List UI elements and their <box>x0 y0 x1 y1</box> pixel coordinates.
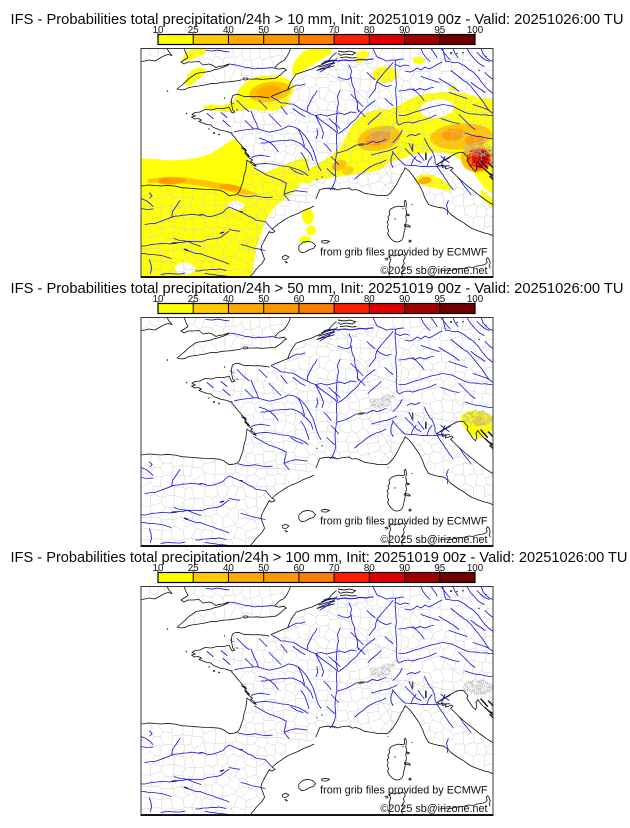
svg-text:100: 100 <box>467 25 484 36</box>
svg-text:from grib files provided by EC: from grib files provided by ECMWF <box>320 247 488 259</box>
svg-text:IFS - Probabilities total prec: IFS - Probabilities total precipitation/… <box>11 12 624 28</box>
svg-text:©2025 sb@irizone.net: ©2025 sb@irizone.net <box>380 265 487 277</box>
svg-text:95: 95 <box>434 563 445 574</box>
svg-text:10: 10 <box>153 25 164 36</box>
svg-text:90: 90 <box>399 25 410 36</box>
svg-text:IFS - Probabilities total prec: IFS - Probabilities total precipitation/… <box>11 550 628 566</box>
svg-text:70: 70 <box>329 294 340 305</box>
svg-text:95: 95 <box>434 294 445 305</box>
svg-text:10: 10 <box>153 563 164 574</box>
svg-text:from grib files provided by EC: from grib files provided by ECMWF <box>320 516 488 528</box>
svg-text:40: 40 <box>223 25 234 36</box>
svg-text:from grib files provided by EC: from grib files provided by ECMWF <box>320 785 488 797</box>
svg-text:60: 60 <box>293 25 304 36</box>
svg-text:40: 40 <box>223 563 234 574</box>
svg-text:60: 60 <box>293 563 304 574</box>
svg-text:10: 10 <box>153 294 164 305</box>
svg-text:80: 80 <box>364 25 375 36</box>
svg-text:40: 40 <box>223 294 234 305</box>
svg-text:95: 95 <box>434 25 445 36</box>
svg-text:100: 100 <box>467 294 484 305</box>
svg-text:©2025 sb@irizone.net: ©2025 sb@irizone.net <box>380 534 487 546</box>
svg-text:50: 50 <box>258 25 269 36</box>
svg-text:25: 25 <box>188 25 199 36</box>
svg-text:90: 90 <box>399 294 410 305</box>
svg-text:60: 60 <box>293 294 304 305</box>
svg-text:©2025 sb@irizone.net: ©2025 sb@irizone.net <box>380 803 487 815</box>
svg-text:100: 100 <box>467 563 484 574</box>
svg-text:70: 70 <box>329 25 340 36</box>
svg-text:50: 50 <box>258 294 269 305</box>
svg-text:25: 25 <box>188 294 199 305</box>
svg-text:90: 90 <box>399 563 410 574</box>
svg-text:80: 80 <box>364 563 375 574</box>
svg-text:70: 70 <box>329 563 340 574</box>
svg-text:IFS - Probabilities total prec: IFS - Probabilities total precipitation/… <box>11 281 624 297</box>
svg-text:25: 25 <box>188 563 199 574</box>
svg-text:80: 80 <box>364 294 375 305</box>
svg-text:50: 50 <box>258 563 269 574</box>
